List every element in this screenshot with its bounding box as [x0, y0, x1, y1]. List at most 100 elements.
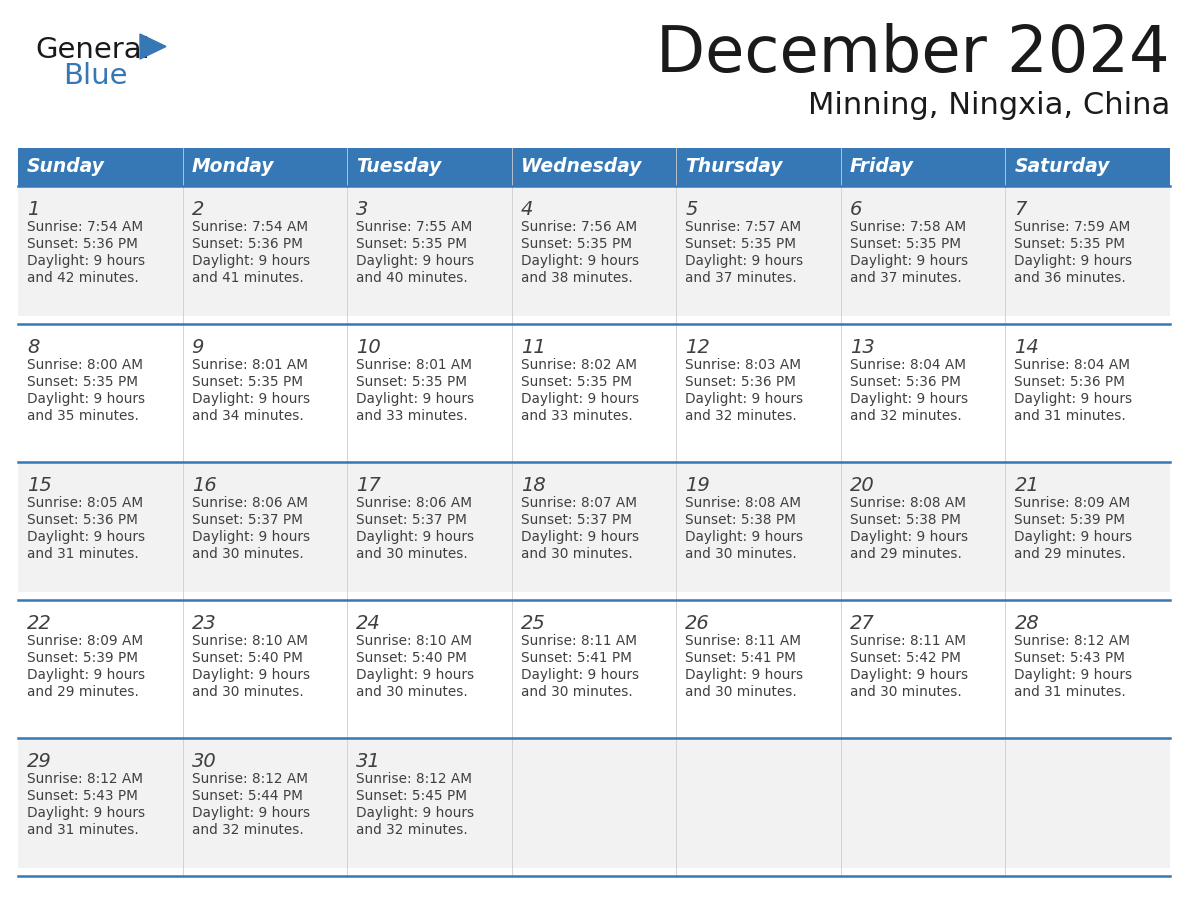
- Text: 31: 31: [356, 752, 381, 771]
- Text: Sunset: 5:36 PM: Sunset: 5:36 PM: [27, 513, 138, 527]
- Text: and 30 minutes.: and 30 minutes.: [520, 685, 632, 699]
- Text: and 31 minutes.: and 31 minutes.: [1015, 685, 1126, 699]
- Text: Daylight: 9 hours: Daylight: 9 hours: [27, 392, 145, 406]
- Text: 10: 10: [356, 338, 381, 357]
- Text: 28: 28: [1015, 614, 1040, 633]
- Text: Sunrise: 7:57 AM: Sunrise: 7:57 AM: [685, 220, 802, 234]
- Text: Tuesday: Tuesday: [356, 158, 442, 176]
- Text: Sunrise: 8:00 AM: Sunrise: 8:00 AM: [27, 358, 143, 372]
- Text: Sunrise: 8:08 AM: Sunrise: 8:08 AM: [849, 496, 966, 510]
- Text: and 40 minutes.: and 40 minutes.: [356, 271, 468, 285]
- Text: 6: 6: [849, 200, 862, 219]
- Text: Sunrise: 7:59 AM: Sunrise: 7:59 AM: [1015, 220, 1131, 234]
- Text: and 30 minutes.: and 30 minutes.: [191, 685, 303, 699]
- Text: Sunset: 5:36 PM: Sunset: 5:36 PM: [849, 375, 961, 389]
- Text: and 29 minutes.: and 29 minutes.: [27, 685, 139, 699]
- Text: Daylight: 9 hours: Daylight: 9 hours: [520, 530, 639, 544]
- Text: 24: 24: [356, 614, 381, 633]
- Text: Daylight: 9 hours: Daylight: 9 hours: [27, 668, 145, 682]
- Text: and 35 minutes.: and 35 minutes.: [27, 409, 139, 423]
- Text: General: General: [34, 36, 150, 64]
- Text: and 30 minutes.: and 30 minutes.: [685, 547, 797, 561]
- Text: Daylight: 9 hours: Daylight: 9 hours: [27, 530, 145, 544]
- Text: Sunrise: 8:06 AM: Sunrise: 8:06 AM: [356, 496, 472, 510]
- Bar: [841, 148, 1005, 186]
- Text: Daylight: 9 hours: Daylight: 9 hours: [685, 530, 803, 544]
- Text: and 31 minutes.: and 31 minutes.: [27, 823, 139, 837]
- Text: Sunrise: 8:11 AM: Sunrise: 8:11 AM: [849, 634, 966, 648]
- Polygon shape: [140, 34, 166, 59]
- Text: Sunrise: 8:12 AM: Sunrise: 8:12 AM: [1015, 634, 1131, 648]
- Text: Daylight: 9 hours: Daylight: 9 hours: [520, 668, 639, 682]
- Text: and 37 minutes.: and 37 minutes.: [849, 271, 961, 285]
- Text: Sunrise: 8:02 AM: Sunrise: 8:02 AM: [520, 358, 637, 372]
- Text: Daylight: 9 hours: Daylight: 9 hours: [520, 254, 639, 268]
- Text: 8: 8: [27, 338, 39, 357]
- Text: and 30 minutes.: and 30 minutes.: [356, 547, 468, 561]
- Bar: [18, 148, 183, 186]
- Text: 23: 23: [191, 614, 216, 633]
- Text: Daylight: 9 hours: Daylight: 9 hours: [191, 806, 310, 820]
- Text: and 32 minutes.: and 32 minutes.: [849, 409, 961, 423]
- Bar: [1005, 148, 1170, 186]
- Text: 11: 11: [520, 338, 545, 357]
- Text: Daylight: 9 hours: Daylight: 9 hours: [849, 392, 968, 406]
- Text: and 34 minutes.: and 34 minutes.: [191, 409, 303, 423]
- Text: Sunset: 5:37 PM: Sunset: 5:37 PM: [356, 513, 467, 527]
- Text: Daylight: 9 hours: Daylight: 9 hours: [356, 254, 474, 268]
- Text: and 31 minutes.: and 31 minutes.: [27, 547, 139, 561]
- Text: Sunrise: 8:10 AM: Sunrise: 8:10 AM: [356, 634, 472, 648]
- Text: 4: 4: [520, 200, 533, 219]
- Text: Daylight: 9 hours: Daylight: 9 hours: [27, 254, 145, 268]
- Text: 3: 3: [356, 200, 368, 219]
- Bar: [347, 148, 512, 186]
- Text: Sunset: 5:35 PM: Sunset: 5:35 PM: [27, 375, 138, 389]
- Text: Friday: Friday: [849, 158, 914, 176]
- Text: Daylight: 9 hours: Daylight: 9 hours: [356, 806, 474, 820]
- Text: Sunrise: 8:04 AM: Sunrise: 8:04 AM: [1015, 358, 1131, 372]
- Text: Blue: Blue: [63, 62, 127, 90]
- Text: Sunset: 5:36 PM: Sunset: 5:36 PM: [191, 237, 303, 251]
- Text: Sunset: 5:37 PM: Sunset: 5:37 PM: [191, 513, 303, 527]
- Text: Sunrise: 8:07 AM: Sunrise: 8:07 AM: [520, 496, 637, 510]
- Text: 16: 16: [191, 476, 216, 495]
- Text: 14: 14: [1015, 338, 1040, 357]
- Text: Sunrise: 8:12 AM: Sunrise: 8:12 AM: [27, 772, 143, 786]
- Text: and 38 minutes.: and 38 minutes.: [520, 271, 632, 285]
- Text: Daylight: 9 hours: Daylight: 9 hours: [191, 254, 310, 268]
- Text: and 30 minutes.: and 30 minutes.: [191, 547, 303, 561]
- Text: and 41 minutes.: and 41 minutes.: [191, 271, 303, 285]
- Text: Daylight: 9 hours: Daylight: 9 hours: [1015, 254, 1132, 268]
- Text: Daylight: 9 hours: Daylight: 9 hours: [356, 530, 474, 544]
- Bar: [18, 462, 1170, 592]
- Text: 26: 26: [685, 614, 710, 633]
- Text: and 32 minutes.: and 32 minutes.: [356, 823, 468, 837]
- Text: Daylight: 9 hours: Daylight: 9 hours: [27, 806, 145, 820]
- Text: Daylight: 9 hours: Daylight: 9 hours: [356, 392, 474, 406]
- Text: Sunrise: 7:56 AM: Sunrise: 7:56 AM: [520, 220, 637, 234]
- Text: Sunset: 5:44 PM: Sunset: 5:44 PM: [191, 789, 303, 803]
- Text: 7: 7: [1015, 200, 1026, 219]
- Text: Daylight: 9 hours: Daylight: 9 hours: [849, 254, 968, 268]
- Text: and 31 minutes.: and 31 minutes.: [1015, 409, 1126, 423]
- Text: Sunset: 5:41 PM: Sunset: 5:41 PM: [685, 651, 796, 665]
- Text: Sunset: 5:36 PM: Sunset: 5:36 PM: [27, 237, 138, 251]
- Text: Sunset: 5:39 PM: Sunset: 5:39 PM: [27, 651, 138, 665]
- Text: and 30 minutes.: and 30 minutes.: [520, 547, 632, 561]
- Text: and 36 minutes.: and 36 minutes.: [1015, 271, 1126, 285]
- Text: Sunrise: 7:54 AM: Sunrise: 7:54 AM: [27, 220, 143, 234]
- Text: 22: 22: [27, 614, 52, 633]
- Text: Daylight: 9 hours: Daylight: 9 hours: [1015, 530, 1132, 544]
- Text: 12: 12: [685, 338, 710, 357]
- Text: 21: 21: [1015, 476, 1040, 495]
- Text: and 32 minutes.: and 32 minutes.: [191, 823, 303, 837]
- Text: Sunset: 5:35 PM: Sunset: 5:35 PM: [685, 237, 796, 251]
- Bar: [676, 148, 841, 186]
- Text: and 33 minutes.: and 33 minutes.: [520, 409, 632, 423]
- Text: Minning, Ningxia, China: Minning, Ningxia, China: [808, 91, 1170, 120]
- Text: 29: 29: [27, 752, 52, 771]
- Text: Sunset: 5:45 PM: Sunset: 5:45 PM: [356, 789, 467, 803]
- Text: Daylight: 9 hours: Daylight: 9 hours: [685, 392, 803, 406]
- Text: Daylight: 9 hours: Daylight: 9 hours: [849, 530, 968, 544]
- Text: Sunset: 5:35 PM: Sunset: 5:35 PM: [520, 237, 632, 251]
